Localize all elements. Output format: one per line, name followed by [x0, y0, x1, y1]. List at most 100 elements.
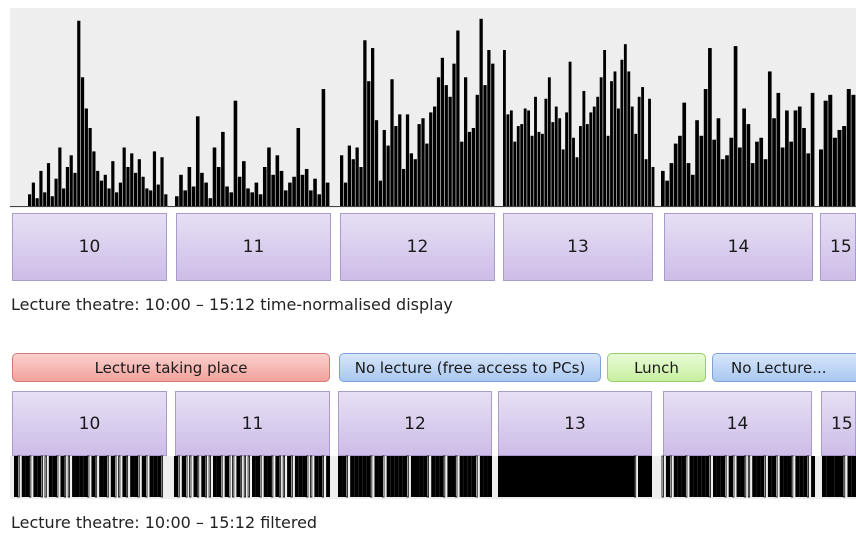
chart2-bar-13-10 — [533, 456, 537, 497]
chart1-bar-15-1 — [823, 100, 828, 206]
chart2-bar-13-20 — [568, 456, 572, 497]
chart1-bar-12-10 — [378, 180, 383, 206]
chart2-hour-12: 12 — [338, 391, 492, 456]
chart2-bar-10-5 — [33, 456, 38, 497]
chart2-bar-14-12 — [708, 455, 711, 498]
chart2-bar-15-1 — [826, 456, 831, 497]
chart1-bar-12-11 — [382, 129, 386, 206]
chart2-bar-10-12 — [60, 456, 65, 497]
chart2-bar-14-17 — [728, 456, 733, 497]
chart2-bar-12-11 — [382, 455, 385, 498]
chart1-bar-11-2 — [183, 190, 187, 206]
chart2-bar-12-16 — [402, 456, 407, 497]
chart1-bar-12-35 — [475, 94, 479, 206]
chart1-bar-13-34 — [620, 59, 624, 206]
chart1-bars — [10, 18, 856, 207]
chart2-bar-11-21 — [255, 456, 260, 497]
chart2-bar-12-21 — [423, 456, 428, 497]
chart1-bar-11-5 — [195, 116, 200, 206]
chart1-bar-13-42 — [648, 98, 651, 206]
chart2-bar-12-12 — [386, 456, 391, 497]
chart1-bar-13-30 — [606, 135, 610, 206]
chart2-bar-11-35 — [310, 455, 313, 498]
chart1-bar-13-27 — [596, 96, 600, 206]
chart1-bar-12-19 — [413, 159, 417, 206]
chart2-bar-12-23 — [431, 456, 436, 497]
chart1-bar-10-18 — [96, 170, 100, 206]
chart2-bar-11-25 — [271, 455, 274, 498]
chart1-bar-12-5 — [359, 167, 363, 206]
chart2-bar-13-17 — [557, 456, 561, 497]
chart1-bar-15-7 — [851, 94, 856, 206]
chart1-bar-14-0 — [661, 170, 665, 206]
chart2-bar-13-19 — [564, 456, 568, 497]
chart1-bar-11-16 — [242, 161, 246, 206]
chart2-bar-10-17 — [79, 456, 84, 497]
chart1-bar-10-4 — [43, 192, 47, 206]
chart2-bar-14-34 — [795, 456, 800, 497]
chart1-bar-13-14 — [551, 122, 555, 206]
chart2-bar-13-27 — [592, 456, 596, 497]
chart1-bar-10-23 — [115, 192, 119, 206]
chart1-bar-10-26 — [126, 167, 130, 206]
chart1-bar-13-18 — [565, 112, 569, 206]
chart2-bar-11-26 — [275, 456, 280, 497]
chart1-bar-15-2 — [828, 94, 833, 206]
chart2-bar-13-12 — [540, 456, 544, 497]
chart1-bar-12-31 — [460, 141, 464, 206]
chart1-bar-14-18 — [738, 147, 742, 206]
chart2-bar-12-4 — [354, 456, 359, 497]
chart1-bar-11-26 — [283, 190, 288, 206]
chart2-bar-11-39 — [326, 456, 330, 497]
chart2-bar-14-30 — [779, 456, 784, 497]
chart1-bar-13-39 — [637, 96, 641, 206]
chart1-bar-10-22 — [111, 161, 115, 206]
chart1-bar-14-2 — [669, 163, 674, 206]
chart2-bar-13-11 — [536, 456, 540, 497]
annotation-lecture-taking-place-label: Lecture taking place — [94, 358, 248, 377]
chart2-bar-14-8 — [693, 456, 698, 497]
chart1-bar-14-26 — [772, 118, 776, 206]
chart1-bar-10-31 — [145, 188, 149, 206]
chart2-hour-15: 15 — [821, 391, 856, 456]
chart2-bar-11-32 — [298, 456, 303, 497]
chart2-bar-11-31 — [294, 456, 299, 497]
annotation-no-lecture-continued: No Lecture... — [712, 353, 856, 382]
chart2-bar-13-9 — [529, 456, 533, 497]
chart1-bar-12-18 — [409, 153, 414, 206]
annotation-no-lecture-free-access: No lecture (free access to PCs) — [339, 353, 601, 382]
chart1-bar-11-18 — [250, 192, 254, 206]
chart2-bar-15-2 — [830, 456, 835, 497]
chart2-bar-13-4 — [512, 456, 516, 497]
chart1-bar-10-29 — [137, 159, 141, 206]
chart1-hour-10-label: 10 — [78, 237, 101, 257]
chart2-bar-13-34 — [617, 456, 621, 497]
chart1-bar-15-4 — [837, 129, 842, 206]
chart2-bar-14-20 — [740, 456, 745, 497]
chart1-bar-13-31 — [610, 81, 613, 206]
chart2-bar-10-15 — [72, 456, 76, 497]
chart1-bar-12-38 — [487, 50, 491, 206]
chart2-bar-11-10 — [213, 456, 217, 497]
chart2-bar-10-34 — [145, 455, 148, 498]
chart1-bar-11-7 — [204, 182, 208, 206]
chart1-bar-12-8 — [371, 48, 375, 206]
chart2-bar-11-23 — [263, 456, 268, 497]
chart2-bar-12-1 — [342, 456, 347, 497]
chart2-bar-13-15 — [550, 456, 554, 497]
chart2-bar-12-17 — [406, 455, 409, 498]
chart1-hour-15: 15 — [820, 213, 856, 281]
chart1-bar-11-32 — [309, 190, 313, 206]
chart2-bar-13-35 — [620, 456, 624, 497]
chart1-bar-13-6 — [523, 108, 527, 206]
chart2-bar-10-27 — [118, 455, 121, 498]
chart1-bar-13-0 — [503, 50, 506, 206]
chart2-bar-14-38 — [811, 456, 815, 497]
chart1-bar-14-29 — [785, 110, 789, 206]
chart1-bar-13-26 — [592, 106, 596, 206]
chart1-bar-11-12 — [225, 186, 229, 206]
chart2-bar-14-31 — [783, 456, 788, 497]
chart1-bar-13-43 — [651, 167, 655, 206]
chart1-bar-14-32 — [797, 106, 802, 206]
chart2-bar-10-10 — [52, 456, 57, 497]
